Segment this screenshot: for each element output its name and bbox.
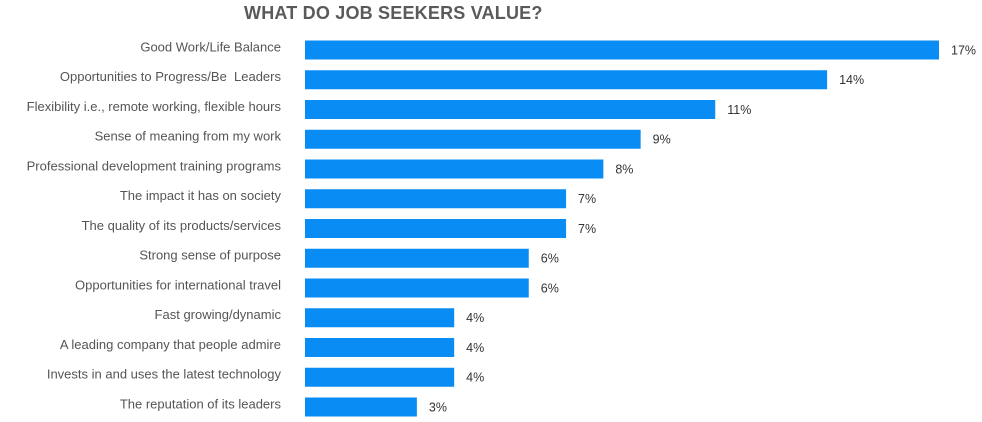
category-label: Opportunities to Progress/Be Leaders xyxy=(60,69,282,84)
value-labels-group: 17% 14% 11% 9% 8% 7% 7% 6% 6% 4% 4% 4% 3% xyxy=(429,43,976,414)
category-label: Opportunities for international travel xyxy=(75,277,281,292)
value-label: 17% xyxy=(951,43,976,57)
value-label: 7% xyxy=(578,222,596,236)
bar xyxy=(305,278,529,298)
category-label: Strong sense of purpose xyxy=(139,248,281,263)
bar xyxy=(305,219,567,238)
bar xyxy=(305,159,604,179)
bar xyxy=(305,189,567,209)
category-label: Sense of meaning from my work xyxy=(95,129,282,144)
value-label: 3% xyxy=(429,400,447,414)
bar xyxy=(305,248,529,268)
value-label: 6% xyxy=(541,252,559,266)
category-label: Flexibility i.e., remote working, flexib… xyxy=(27,99,282,114)
bar xyxy=(305,70,828,90)
bar xyxy=(305,397,417,417)
category-label: Good Work/Life Balance xyxy=(140,39,281,54)
category-label: The impact it has on society xyxy=(120,188,282,203)
category-label: Fast growing/dynamic xyxy=(155,307,282,322)
category-label: Invests in and uses the latest technolog… xyxy=(47,367,282,382)
category-label: Professional development training progra… xyxy=(27,158,282,173)
bar xyxy=(305,100,716,119)
category-labels-group: Good Work/Life Balance Opportunities to P… xyxy=(27,39,282,411)
value-label: 4% xyxy=(466,371,484,385)
value-label: 8% xyxy=(615,162,633,176)
category-label: The quality of its products/services xyxy=(82,218,282,233)
bars-group xyxy=(305,40,939,417)
chart-title: WHAT DO JOB SEEKERS VALUE? xyxy=(244,3,543,23)
value-label: 4% xyxy=(466,311,484,325)
value-label: 14% xyxy=(839,73,864,87)
category-label: The reputation of its leaders xyxy=(120,396,282,411)
value-label: 9% xyxy=(653,133,671,147)
value-label: 4% xyxy=(466,341,484,355)
bar xyxy=(305,129,641,149)
bar xyxy=(305,40,939,60)
value-label: 7% xyxy=(578,192,596,206)
value-label: 6% xyxy=(541,281,559,295)
value-label: 11% xyxy=(727,103,751,117)
bar xyxy=(305,367,455,387)
category-label: A leading company that people admire xyxy=(60,337,281,352)
bar xyxy=(305,338,455,357)
bar xyxy=(305,308,455,328)
